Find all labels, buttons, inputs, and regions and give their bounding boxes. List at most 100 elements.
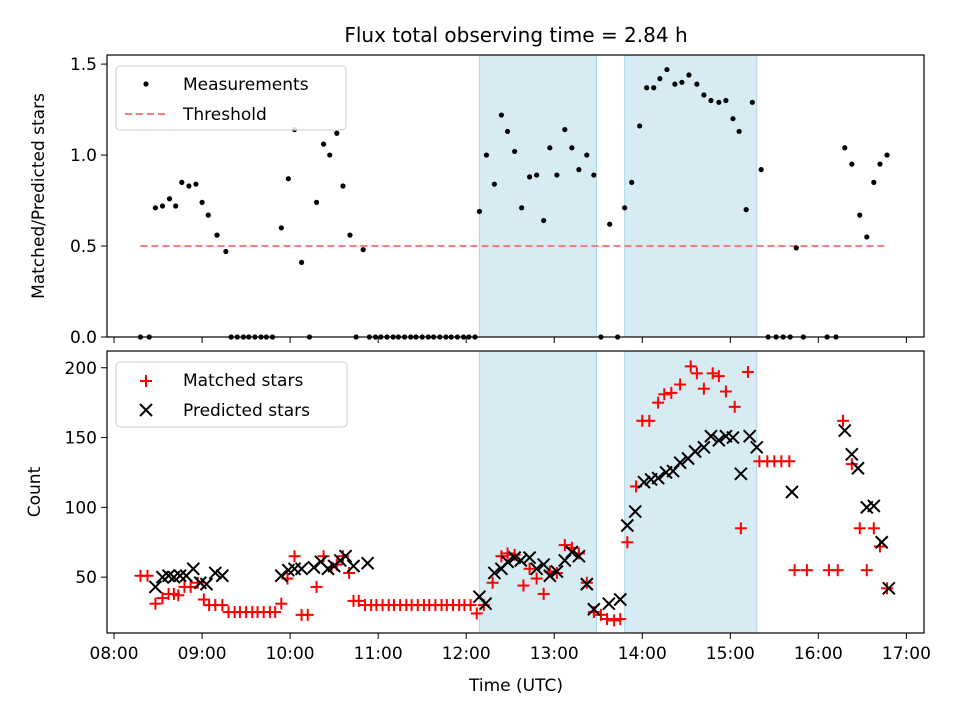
chart-title: Flux total observing time = 2.84 h [344, 23, 687, 47]
measurement-point [526, 174, 533, 180]
measurement-point [159, 203, 166, 209]
predicted-star-point [360, 556, 375, 570]
y-tick-label: 0.5 [70, 237, 97, 257]
measurement-point [512, 148, 518, 155]
matched-star-point [873, 540, 886, 553]
shaded-region [624, 350, 758, 634]
y-tick-label: 50 [75, 568, 97, 588]
predicted-star-point [215, 569, 230, 583]
predicted-star-point [602, 596, 616, 611]
measurement-point [285, 176, 291, 182]
matched-star-point [658, 388, 671, 401]
matched-star-point [594, 608, 607, 621]
measurement-point [864, 234, 870, 240]
predicted-star-point [742, 429, 757, 443]
measurement-point [629, 179, 635, 185]
measurement-point [679, 79, 685, 85]
y-tick-label: 100 [65, 498, 97, 518]
measurement-point [327, 152, 333, 158]
matched-star-point [621, 536, 634, 549]
y-tick-label: 0.0 [70, 328, 97, 348]
measurement-point [842, 145, 848, 151]
x-tick-label: 15:00 [706, 644, 755, 664]
measurement-point [320, 141, 327, 147]
measurement-point [694, 81, 700, 87]
matched-star-point [719, 385, 732, 398]
measurement-point [554, 172, 560, 178]
measurement-point [708, 97, 714, 104]
top-y-axis-label: Matched/Predicted stars [29, 93, 49, 299]
measurement-point [716, 99, 722, 105]
measurements-legend-marker [143, 81, 149, 87]
measurement-point [476, 208, 483, 215]
top-y-ticks: 0.0 0.5 1.0 1.5 [70, 55, 107, 348]
matched-star-point [845, 458, 858, 471]
x-tick-label: 12:00 [442, 644, 491, 664]
measurement-point [152, 205, 159, 211]
measurement-point [347, 232, 353, 238]
matched-star-point [141, 569, 154, 582]
measurement-point [569, 145, 575, 151]
matched-star-point [470, 607, 483, 620]
x-tick-label: 17:00 [882, 644, 931, 664]
matched-star-point [464, 599, 477, 612]
y-tick-label: 1.0 [70, 146, 97, 166]
matched-star-point [537, 587, 550, 600]
matched-star-point [601, 613, 614, 626]
measurement-point [298, 259, 305, 266]
predicted-star-point [550, 564, 564, 579]
measurement-point [644, 85, 650, 91]
bottom-plot-area [134, 360, 896, 627]
y-tick-label: 150 [65, 429, 97, 449]
x-tick-label: 09:00 [178, 644, 227, 664]
x-tick-label: 11:00 [354, 644, 403, 664]
predicted-star-point [750, 440, 764, 455]
matched-star-point [275, 597, 288, 610]
matched-star-point [881, 582, 894, 595]
predicted-star-point [734, 467, 748, 481]
predicted-star-point [338, 549, 353, 563]
x-axis-label: Time (UTC) [468, 676, 563, 696]
matched-star-point [684, 360, 697, 373]
y-tick-label: 1.5 [70, 55, 97, 75]
measurement-point [498, 112, 505, 118]
predicted-star-point [199, 577, 214, 591]
matched-star-point [831, 564, 844, 577]
top-legend: Measurements Threshold [115, 65, 347, 131]
measurement-point [534, 172, 540, 178]
predicted-star-point [565, 545, 579, 559]
predicted-star-point [208, 566, 222, 580]
top-axes-frame [106, 54, 925, 338]
predicted-star-point [572, 549, 586, 563]
predicted-star-point [637, 475, 651, 489]
matched-star-point [197, 593, 210, 606]
predicted-star-point [529, 562, 544, 576]
predicted-star-point [838, 423, 852, 438]
predicted-star-point [712, 433, 726, 448]
matched-star-point [301, 608, 314, 621]
matched-star-point [608, 614, 621, 627]
bottom-y-axis-label: Count [25, 466, 45, 517]
predicted-legend-label: Predicted stars [183, 401, 310, 421]
predicted-star-point [628, 504, 642, 519]
measurement-point [491, 181, 497, 187]
measurement-point [199, 199, 205, 205]
measurement-point [723, 97, 729, 104]
predicted-star-point [851, 461, 865, 475]
measurement-point [360, 247, 366, 253]
measurement-point [562, 126, 568, 133]
threshold-legend-label: Threshold [182, 105, 267, 125]
shaded-region [478, 350, 597, 634]
matched-star-point [517, 579, 530, 592]
measurement-point [749, 99, 755, 105]
matched-star-point [867, 522, 880, 535]
matched-legend-marker [140, 375, 152, 387]
matched-star-point [837, 414, 850, 427]
measurement-point [793, 245, 799, 251]
measurement-point [607, 221, 613, 227]
measurement-point [657, 76, 663, 82]
measurement-point [179, 179, 185, 185]
predicted-star-point [274, 569, 289, 583]
measurement-point [340, 183, 346, 189]
